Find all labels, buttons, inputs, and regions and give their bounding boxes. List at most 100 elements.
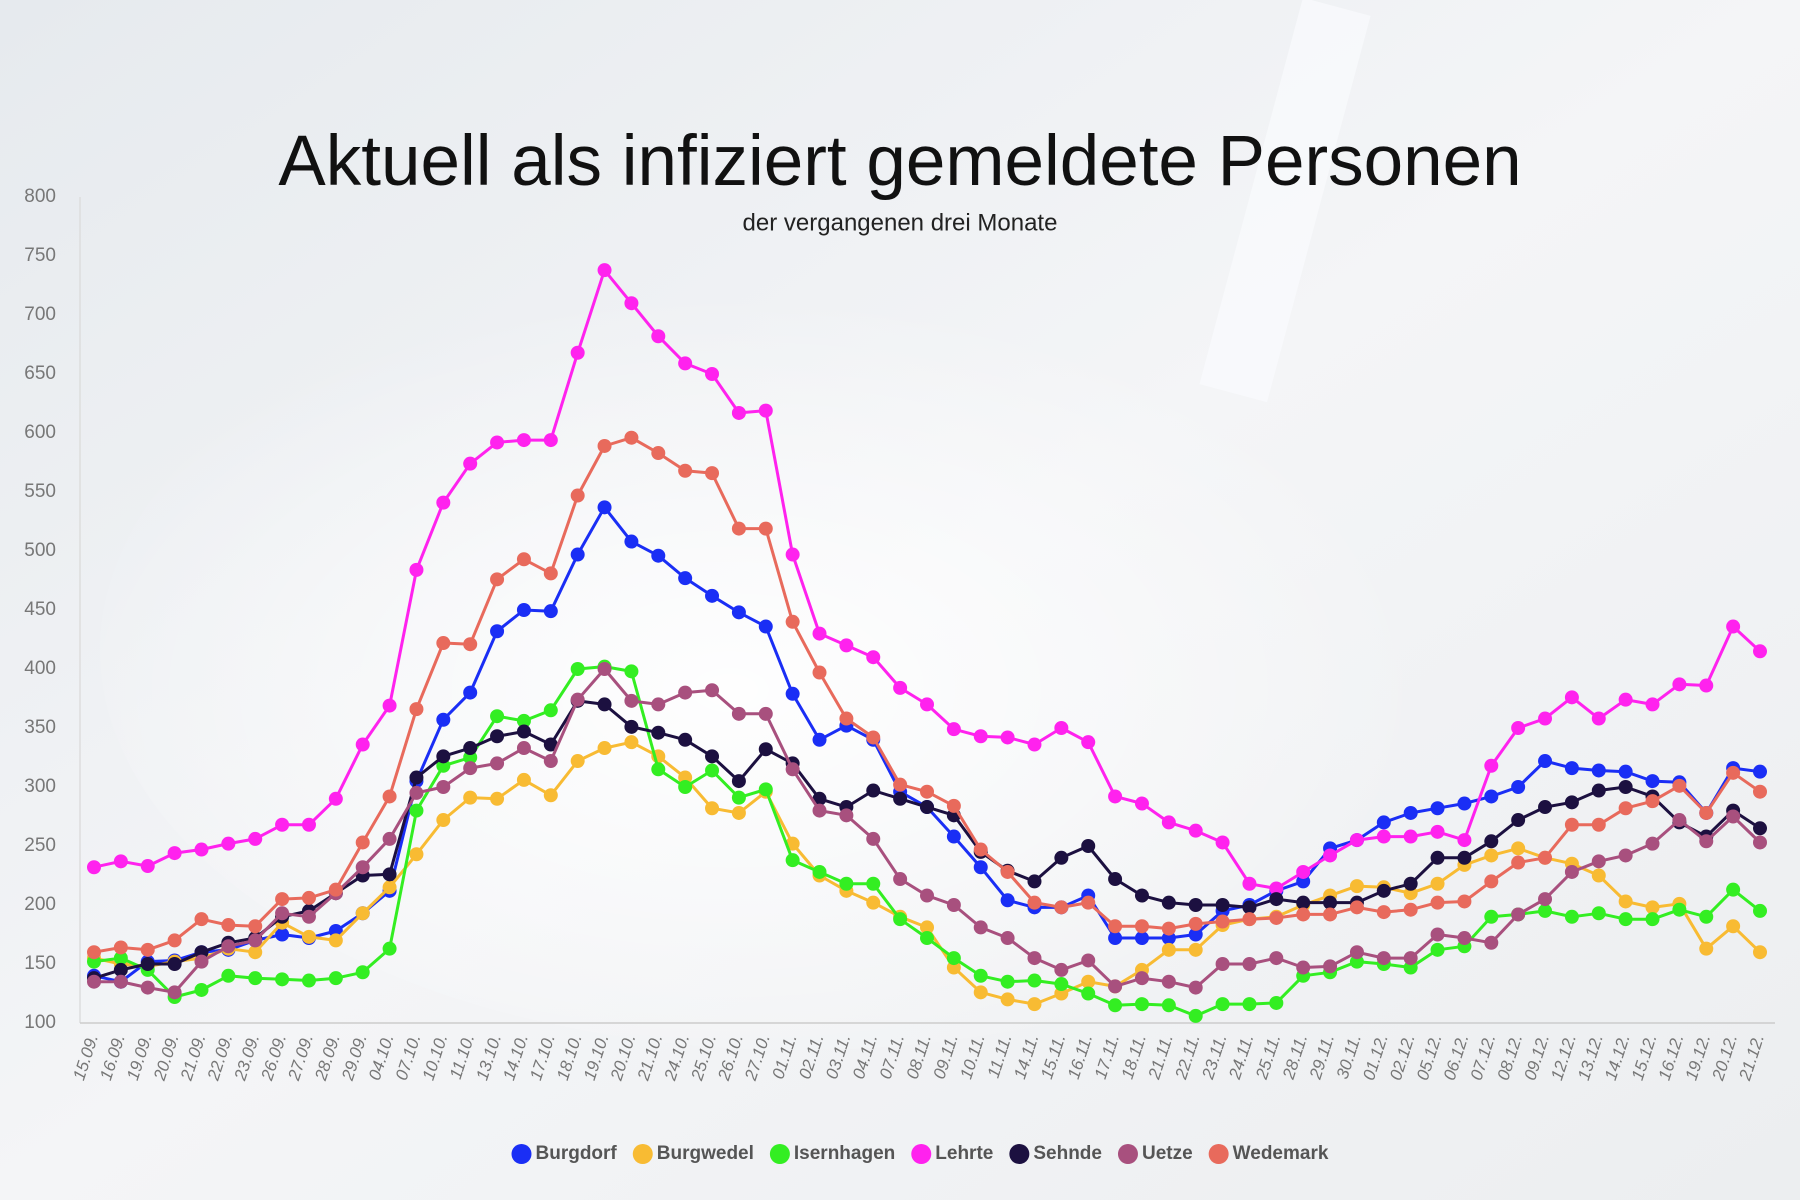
data-point — [785, 614, 800, 629]
data-point — [731, 790, 746, 805]
data-point — [597, 697, 612, 712]
data-point — [1081, 895, 1096, 910]
data-point — [516, 713, 531, 728]
data-point — [812, 864, 827, 879]
series — [87, 263, 1767, 896]
data-point — [1242, 900, 1257, 915]
data-point — [328, 882, 343, 897]
data-point — [382, 831, 397, 846]
data-point — [1430, 876, 1445, 891]
data-point — [1726, 619, 1741, 634]
data-point — [1699, 941, 1714, 956]
y-tick-label: 600 — [24, 422, 56, 443]
data-point — [409, 702, 424, 717]
data-point — [1269, 881, 1284, 896]
data-point — [1457, 894, 1472, 909]
data-point — [678, 780, 693, 794]
data-point — [275, 972, 290, 987]
data-point — [463, 761, 478, 776]
data-point — [1564, 909, 1579, 924]
data-point — [221, 918, 236, 933]
data-point — [490, 756, 505, 771]
data-point — [275, 892, 290, 907]
data-point — [543, 737, 558, 752]
data-point — [1538, 754, 1553, 769]
data-point — [893, 777, 908, 792]
data-point — [1376, 905, 1391, 920]
data-point — [1161, 974, 1176, 989]
data-point — [140, 942, 155, 957]
data-point — [1457, 931, 1472, 946]
data-point — [1349, 833, 1364, 848]
data-point — [167, 957, 182, 971]
data-point — [248, 945, 263, 960]
y-tick-label: 800 — [24, 186, 56, 207]
data-point — [409, 562, 424, 577]
data-point — [1349, 879, 1364, 894]
data-point — [516, 552, 531, 567]
data-point — [946, 722, 961, 737]
data-point — [1672, 677, 1687, 692]
data-point — [1108, 789, 1123, 804]
data-point — [597, 263, 612, 278]
data-point — [1108, 979, 1123, 994]
data-point — [113, 974, 128, 989]
data-point — [705, 801, 720, 816]
data-point — [1081, 974, 1096, 989]
data-point — [893, 912, 908, 927]
data-point — [1108, 931, 1123, 946]
data-point — [516, 741, 531, 756]
legend-marker — [1009, 1144, 1030, 1164]
data-point — [543, 754, 558, 769]
data-point — [1108, 872, 1123, 887]
legend-marker — [511, 1144, 532, 1164]
data-point — [812, 732, 827, 747]
y-tick-label: 550 — [24, 481, 56, 502]
data-point — [355, 835, 370, 850]
data-point — [758, 742, 773, 757]
data-point — [973, 920, 988, 935]
data-point — [1645, 697, 1660, 712]
data-point — [651, 697, 666, 712]
data-point — [758, 782, 773, 797]
data-point — [1027, 895, 1042, 910]
data-point — [1215, 997, 1230, 1012]
data-point — [1753, 764, 1767, 779]
data-point — [167, 846, 182, 861]
data-point — [1269, 995, 1284, 1010]
data-point — [1188, 927, 1203, 942]
data-point — [1457, 796, 1472, 811]
data-point — [1511, 813, 1526, 828]
legend-label: Wedemark — [1233, 1143, 1329, 1164]
data-point — [87, 974, 101, 989]
data-point — [113, 940, 128, 955]
data-point — [1672, 902, 1687, 917]
data-point — [248, 933, 263, 948]
data-point — [1538, 903, 1553, 918]
data-point — [328, 791, 343, 806]
data-point — [1511, 855, 1526, 870]
data-point — [893, 791, 908, 806]
data-point — [490, 729, 505, 744]
data-point — [624, 719, 639, 734]
data-point — [1618, 764, 1633, 779]
data-point — [651, 446, 666, 461]
data-point — [1134, 888, 1149, 903]
data-point — [785, 686, 800, 701]
data-point — [382, 867, 397, 882]
data-point — [946, 829, 961, 844]
data-point — [301, 973, 316, 988]
y-tick-label: 200 — [24, 894, 56, 915]
data-point — [597, 438, 612, 453]
data-point — [705, 367, 720, 381]
data-point — [1753, 835, 1767, 850]
data-point — [731, 774, 746, 789]
data-point — [301, 929, 316, 944]
data-point — [1161, 942, 1176, 957]
data-point — [1188, 916, 1203, 931]
data-point — [624, 693, 639, 708]
data-point — [1591, 711, 1606, 726]
data-point — [1134, 971, 1149, 986]
